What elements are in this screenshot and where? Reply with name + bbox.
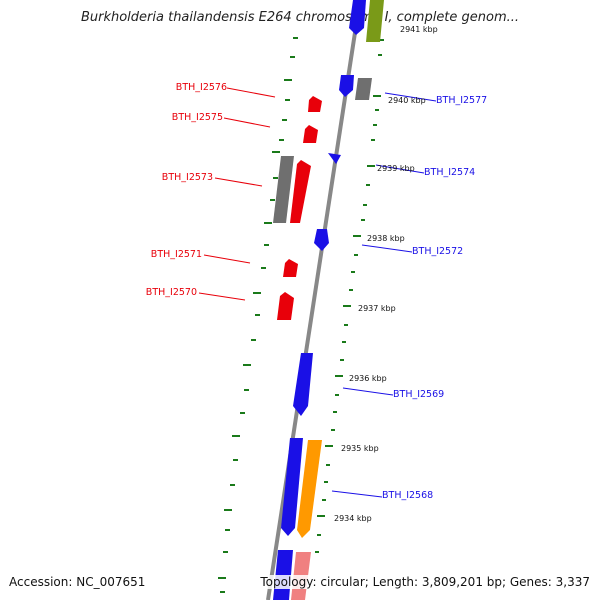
gene-orange-i2568[interactable] [297, 440, 322, 538]
map-title: Burkholderia thailandensis E264 chromoso… [80, 10, 520, 25]
gene-reverse-2941[interactable] [349, 0, 366, 35]
leader-right [361, 244, 413, 253]
tick-label: 2934 kbp [334, 514, 372, 523]
accession-text: Accession: NC_007651 [9, 575, 146, 589]
gene-forward-i2573[interactable] [290, 160, 311, 223]
gene-olive-2941[interactable] [366, 0, 384, 42]
leader-right [331, 490, 383, 498]
gene-gray-i2577[interactable] [355, 78, 372, 100]
leader-right [384, 92, 437, 102]
leader-left [214, 177, 263, 187]
gene-label-i2568[interactable]: BTH_I2568 [382, 490, 433, 501]
tick-label: 2941 kbp [400, 25, 438, 34]
gene-label-i2573[interactable]: BTH_I2573 [162, 172, 213, 183]
tick-label: 2939 kbp [377, 164, 415, 173]
gene-gray-i2573[interactable] [273, 156, 294, 223]
leader-right [375, 164, 425, 174]
gene-label-i2575[interactable]: BTH_I2575 [172, 112, 223, 123]
tick-label: 2938 kbp [367, 234, 405, 243]
inner-tick-track [315, 39, 384, 553]
gene-label-i2570[interactable]: BTH_I2570 [146, 287, 197, 298]
gene-labels-right: BTH_I2577 BTH_I2574 BTH_I2572 BTH_I2569 … [382, 95, 487, 501]
tick-label: 2935 kbp [341, 444, 379, 453]
gene-forward-i2571[interactable] [283, 259, 298, 277]
tick-label: 2940 kbp [388, 96, 426, 105]
gene-reverse-i2574[interactable] [328, 153, 341, 164]
gene-label-i2577[interactable]: BTH_I2577 [436, 95, 487, 106]
gene-forward-i2570[interactable] [277, 292, 294, 320]
gene-label-i2571[interactable]: BTH_I2571 [151, 249, 202, 260]
topology-text: Topology: circular; Length: 3,809,201 bp… [258, 575, 590, 589]
gene-label-i2569[interactable]: BTH_I2569 [393, 389, 444, 400]
backbone [266, 0, 362, 600]
leader-lines [198, 87, 437, 498]
gene-labels-left: BTH_I2576 BTH_I2575 BTH_I2573 BTH_I2571 … [146, 82, 227, 298]
gene-reverse-i2577-a[interactable] [339, 75, 354, 97]
gene-reverse-i2572[interactable] [314, 229, 329, 251]
gene-label-i2572[interactable]: BTH_I2572 [412, 246, 463, 257]
gene-forward-i2576[interactable] [308, 96, 322, 112]
tick-label: 2937 kbp [358, 304, 396, 313]
tick-label: 2936 kbp [349, 374, 387, 383]
leader-right [342, 387, 394, 396]
leader-left [203, 254, 251, 264]
gene-label-i2576[interactable]: BTH_I2576 [176, 82, 227, 93]
tick-labels: 2941 kbp 2940 kbp 2939 kbp 2938 kbp 2937… [334, 25, 438, 523]
leader-left [198, 292, 246, 301]
gene-forward-i2575[interactable] [303, 125, 318, 143]
gene-reverse-i2568[interactable] [281, 438, 303, 536]
gene-label-i2574[interactable]: BTH_I2574 [424, 167, 475, 178]
gene-reverse-i2569[interactable] [293, 353, 313, 416]
leader-left [226, 87, 276, 98]
outer-tick-track [218, 37, 298, 593]
leader-left [223, 117, 271, 128]
gene-features [273, 0, 384, 600]
